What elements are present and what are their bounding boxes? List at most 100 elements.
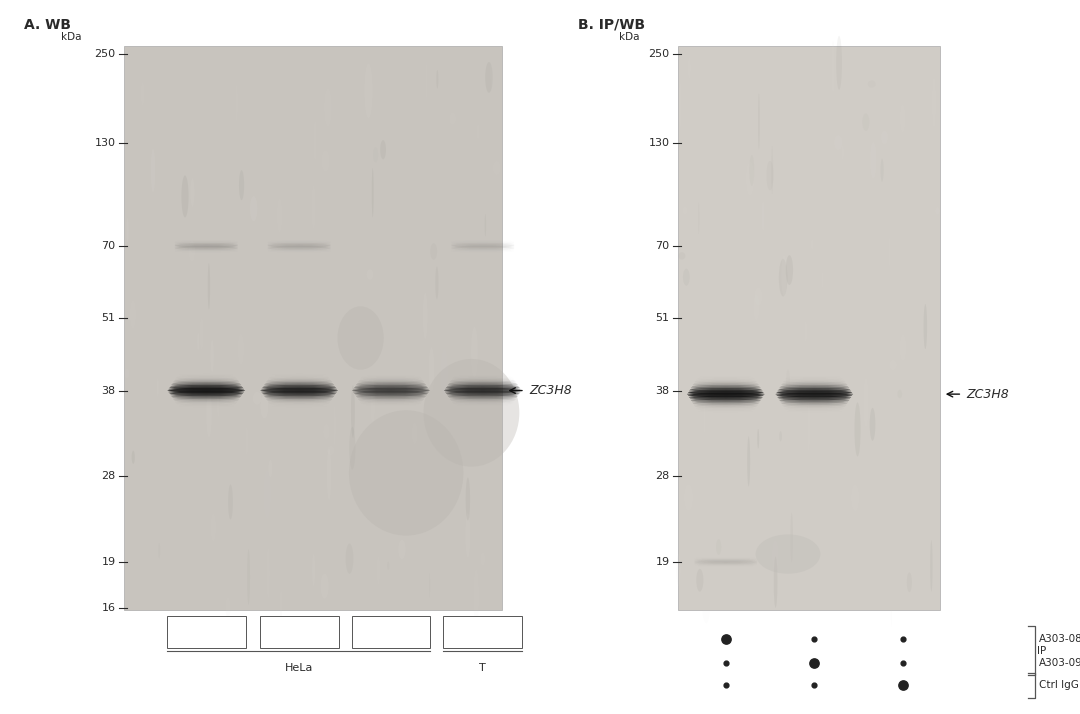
Ellipse shape (767, 161, 773, 190)
Ellipse shape (175, 246, 238, 248)
Ellipse shape (746, 162, 754, 196)
Ellipse shape (278, 198, 282, 232)
Text: kDa: kDa (60, 32, 81, 42)
Text: kDa: kDa (619, 32, 639, 42)
Bar (352, 616, 430, 648)
Ellipse shape (423, 293, 428, 339)
Ellipse shape (932, 76, 936, 129)
Ellipse shape (842, 141, 843, 164)
Ellipse shape (264, 385, 335, 388)
Ellipse shape (683, 268, 690, 286)
Ellipse shape (228, 485, 233, 520)
Ellipse shape (446, 386, 519, 389)
Ellipse shape (175, 247, 238, 250)
Ellipse shape (779, 397, 850, 401)
Ellipse shape (918, 106, 920, 128)
Ellipse shape (174, 379, 239, 382)
Ellipse shape (355, 385, 427, 388)
Ellipse shape (172, 395, 241, 398)
Ellipse shape (157, 378, 159, 397)
Text: ZC3H8: ZC3H8 (967, 388, 1010, 401)
Ellipse shape (253, 392, 261, 405)
Point (894, 633, 912, 645)
Ellipse shape (880, 159, 883, 182)
Ellipse shape (694, 559, 757, 561)
Ellipse shape (450, 399, 515, 402)
Ellipse shape (694, 563, 757, 565)
Ellipse shape (782, 403, 847, 406)
Text: 38: 38 (656, 386, 670, 396)
Ellipse shape (451, 247, 514, 250)
Ellipse shape (832, 41, 835, 95)
Ellipse shape (697, 569, 703, 592)
Ellipse shape (834, 136, 842, 150)
Ellipse shape (349, 411, 463, 536)
Ellipse shape (370, 380, 375, 423)
Ellipse shape (324, 89, 332, 126)
Text: A303-089A: A303-089A (1039, 634, 1080, 644)
Ellipse shape (881, 131, 888, 144)
Ellipse shape (778, 390, 851, 393)
Ellipse shape (780, 399, 849, 402)
Ellipse shape (349, 427, 355, 470)
Ellipse shape (900, 497, 901, 522)
Text: 50: 50 (200, 627, 213, 637)
Ellipse shape (761, 201, 765, 231)
Ellipse shape (694, 560, 757, 563)
Ellipse shape (781, 383, 848, 386)
Ellipse shape (265, 383, 334, 386)
Ellipse shape (889, 361, 896, 370)
Ellipse shape (678, 252, 686, 260)
Ellipse shape (694, 561, 757, 563)
Ellipse shape (261, 388, 337, 391)
Ellipse shape (444, 389, 522, 392)
Text: 28: 28 (656, 471, 670, 481)
Text: IP: IP (1037, 645, 1047, 656)
Ellipse shape (805, 321, 807, 342)
Ellipse shape (923, 304, 927, 349)
Ellipse shape (175, 243, 238, 246)
Ellipse shape (869, 408, 876, 441)
Ellipse shape (781, 401, 849, 403)
Ellipse shape (337, 306, 383, 370)
Point (717, 657, 734, 668)
Ellipse shape (449, 382, 516, 385)
Ellipse shape (485, 62, 492, 93)
Point (717, 633, 734, 645)
Ellipse shape (351, 386, 355, 438)
Text: 130: 130 (95, 138, 116, 148)
Text: 50: 50 (476, 627, 489, 637)
Ellipse shape (167, 389, 245, 392)
Ellipse shape (449, 398, 516, 401)
Text: 15: 15 (293, 627, 306, 637)
Ellipse shape (173, 381, 240, 383)
Ellipse shape (854, 403, 861, 456)
Text: 130: 130 (649, 138, 670, 148)
Ellipse shape (689, 390, 762, 393)
Ellipse shape (357, 381, 424, 383)
Ellipse shape (334, 403, 336, 448)
Ellipse shape (836, 36, 842, 90)
Ellipse shape (260, 395, 268, 418)
Ellipse shape (353, 391, 429, 393)
Ellipse shape (446, 392, 519, 395)
Ellipse shape (792, 315, 794, 328)
Ellipse shape (756, 74, 764, 107)
Point (894, 657, 912, 668)
Ellipse shape (935, 207, 940, 214)
Ellipse shape (465, 478, 470, 521)
Ellipse shape (132, 451, 135, 464)
Ellipse shape (692, 401, 760, 403)
Ellipse shape (688, 58, 691, 78)
Ellipse shape (173, 396, 241, 399)
Ellipse shape (211, 340, 214, 372)
Ellipse shape (436, 70, 438, 89)
Ellipse shape (863, 378, 868, 428)
Ellipse shape (449, 396, 516, 399)
Ellipse shape (226, 598, 230, 618)
Ellipse shape (366, 269, 374, 280)
Text: 19: 19 (102, 557, 116, 567)
Ellipse shape (245, 427, 248, 455)
Text: A303-090A: A303-090A (1039, 658, 1080, 668)
Point (806, 633, 823, 645)
